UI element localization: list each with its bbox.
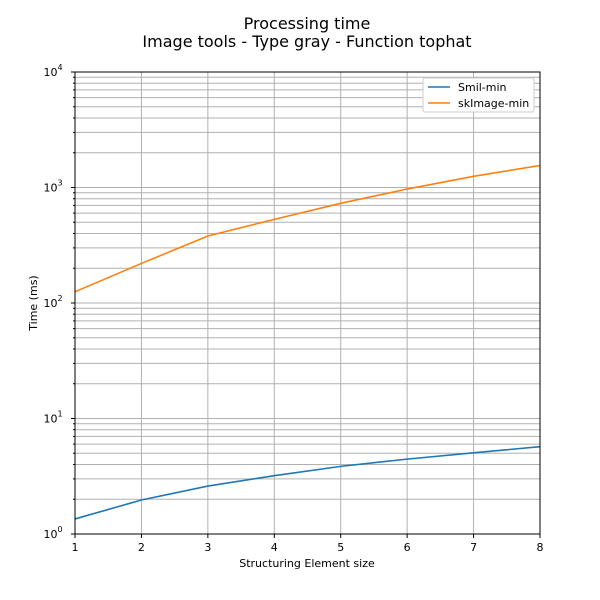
y-tick-exponent: 0 (57, 525, 62, 534)
legend: Smil-min skImage-min (422, 77, 535, 113)
series-line-smil-min (74, 445, 541, 520)
legend-label: skImage-min (458, 97, 529, 110)
y-tick-label: 100 (43, 525, 62, 541)
y-tick-label: 104 (43, 63, 62, 79)
y-tick-base: 10 (43, 66, 57, 79)
y-axis-label: Time (ms) (27, 275, 40, 331)
legend-label: Smil-min (458, 81, 507, 94)
x-tick-label: 1 (72, 541, 79, 554)
x-tick-label: 6 (404, 541, 411, 554)
y-tick-exponent: 1 (57, 410, 62, 419)
y-tick-base: 10 (43, 182, 57, 195)
y-tick-base: 10 (43, 528, 57, 541)
x-tick-label: 3 (204, 541, 211, 554)
x-tick-label: 2 (138, 541, 145, 554)
series-line-skimage-min (74, 164, 541, 293)
x-axis-label: Structuring Element size (239, 557, 375, 570)
y-tick-exponent: 4 (57, 63, 62, 72)
y-tick-exponent: 2 (57, 294, 62, 303)
y-tick-exponent: 3 (57, 179, 62, 188)
y-tick-label: 102 (43, 294, 62, 310)
y-tick-label: 103 (43, 179, 62, 195)
legend-box (422, 77, 535, 113)
y-tick-base: 10 (43, 413, 57, 426)
y-tick-label: 101 (43, 410, 62, 426)
x-tick-label: 5 (337, 541, 344, 554)
chart-title: Processing time (244, 14, 371, 33)
x-tick-label: 8 (537, 541, 544, 554)
y-tick-base: 10 (43, 297, 57, 310)
x-tick-label: 7 (470, 541, 477, 554)
x-tick-label: 4 (271, 541, 278, 554)
series-layer (74, 164, 541, 520)
chart-subtitle: Image tools - Type gray - Function topha… (142, 32, 471, 51)
